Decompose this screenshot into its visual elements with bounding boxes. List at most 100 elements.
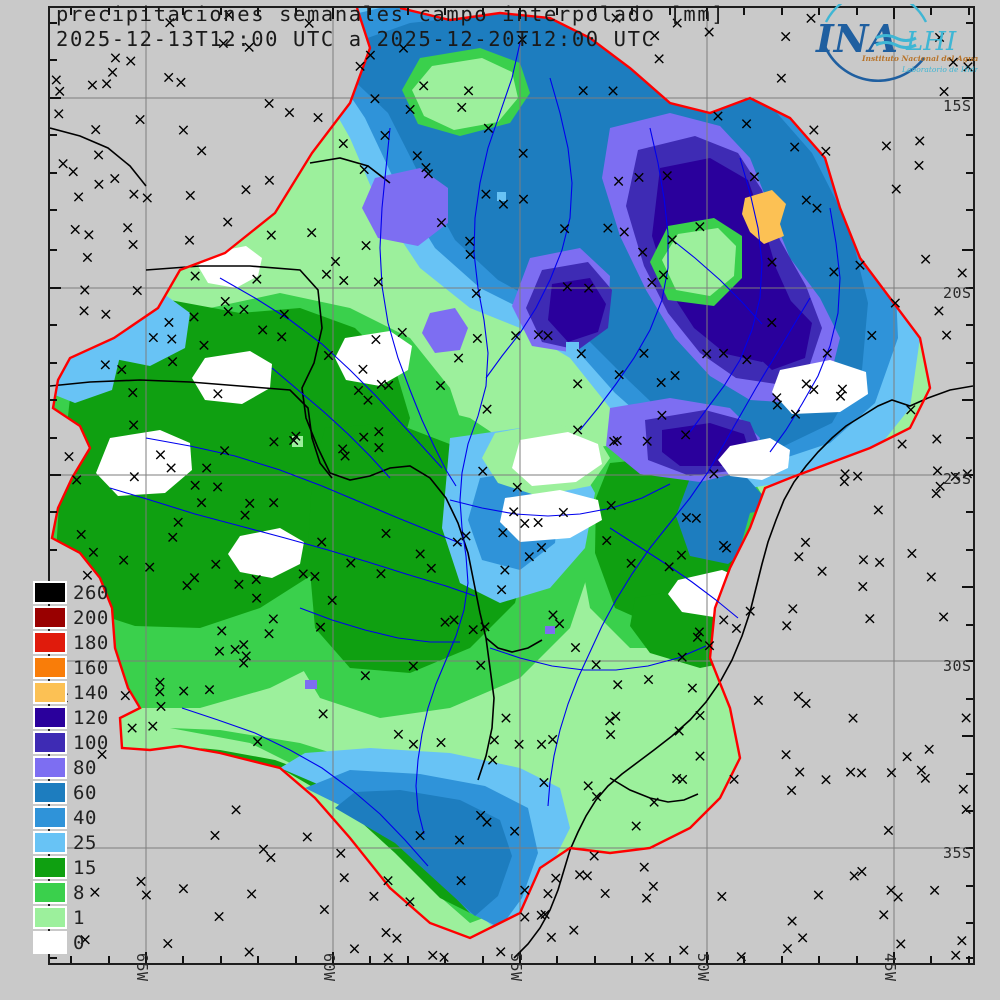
station-marker-icon xyxy=(709,469,719,479)
station-marker-icon xyxy=(126,56,136,66)
legend-row: 25 xyxy=(33,830,119,855)
station-marker-icon xyxy=(600,888,610,899)
station-marker-icon xyxy=(184,235,195,245)
station-marker-icon xyxy=(84,230,94,240)
station-marker-icon xyxy=(201,463,212,473)
station-marker-icon xyxy=(674,726,684,736)
station-marker-icon xyxy=(349,944,360,954)
station-marker-icon xyxy=(82,252,93,263)
station-marker-icon xyxy=(533,330,544,340)
station-marker-icon xyxy=(398,43,409,53)
station-marker-icon xyxy=(127,723,137,733)
station-marker-icon xyxy=(614,370,624,380)
station-marker-icon xyxy=(729,774,739,785)
station-marker-icon xyxy=(583,283,594,293)
station-marker-icon xyxy=(518,194,529,204)
station-marker-icon xyxy=(613,176,624,186)
station-marker-icon xyxy=(480,622,490,632)
station-marker-icon xyxy=(251,574,261,585)
station-marker-icon xyxy=(97,749,107,760)
legend-swatch xyxy=(33,806,67,829)
legend-row: 260 xyxy=(33,580,119,605)
station-marker-icon xyxy=(428,950,438,961)
station-marker-icon xyxy=(472,333,483,344)
station-marker-icon xyxy=(920,773,931,783)
station-marker-icon xyxy=(500,565,510,575)
station-marker-icon xyxy=(482,817,492,827)
legend-row: 160 xyxy=(33,655,119,680)
station-marker-icon xyxy=(190,480,200,491)
station-marker-icon xyxy=(934,32,945,43)
station-marker-icon xyxy=(695,751,705,761)
station-marker-icon xyxy=(258,844,269,854)
legend-row: 180 xyxy=(33,630,119,655)
station-marker-icon xyxy=(517,34,527,45)
logo-subtitle-2: Laboratorio de Hidrologia xyxy=(901,65,978,74)
station-marker-icon xyxy=(704,27,714,37)
station-marker-icon xyxy=(654,54,664,64)
station-marker-icon xyxy=(118,555,129,565)
station-marker-icon xyxy=(702,349,712,359)
station-marker-icon xyxy=(536,910,546,920)
lon-label-60w: 60W xyxy=(320,953,338,982)
station-marker-icon xyxy=(279,309,289,320)
station-marker-icon xyxy=(214,646,225,656)
legend-label: 80 xyxy=(73,756,97,779)
station-marker-icon xyxy=(155,687,165,697)
station-marker-icon xyxy=(54,109,64,119)
station-marker-icon xyxy=(117,364,127,375)
station-marker-icon xyxy=(252,736,263,747)
station-marker-icon xyxy=(626,558,636,569)
station-marker-icon xyxy=(772,400,783,410)
station-marker-icon xyxy=(487,755,498,765)
station-marker-icon xyxy=(512,482,523,493)
station-marker-icon xyxy=(128,239,138,250)
station-marker-icon xyxy=(338,138,349,149)
station-marker-icon xyxy=(454,835,465,845)
station-marker-icon xyxy=(781,749,791,760)
station-marker-icon xyxy=(264,98,274,109)
station-marker-icon xyxy=(569,925,579,935)
legend-label: 0 xyxy=(73,931,85,954)
station-marker-icon xyxy=(132,285,142,296)
station-marker-icon xyxy=(915,136,925,146)
station-marker-icon xyxy=(465,249,475,260)
station-marker-icon xyxy=(355,61,365,71)
station-marker-icon xyxy=(264,175,275,186)
station-marker-icon xyxy=(129,472,140,482)
legend-swatch xyxy=(33,631,67,654)
legend-label: 140 xyxy=(73,681,109,704)
station-marker-icon xyxy=(80,935,90,945)
station-marker-icon xyxy=(776,73,787,83)
station-marker-icon xyxy=(156,701,166,712)
station-marker-icon xyxy=(55,86,65,97)
station-marker-icon xyxy=(359,432,369,442)
station-marker-icon xyxy=(214,911,224,922)
station-marker-icon xyxy=(631,821,641,831)
station-marker-icon xyxy=(135,114,145,125)
station-marker-icon xyxy=(64,451,74,462)
station-marker-icon xyxy=(676,550,687,560)
station-marker-icon xyxy=(772,393,782,403)
station-marker-icon xyxy=(518,148,528,159)
station-marker-icon xyxy=(881,141,892,151)
station-marker-icon xyxy=(179,686,189,696)
station-marker-icon xyxy=(677,652,687,662)
station-marker-icon xyxy=(745,606,755,616)
station-marker-icon xyxy=(957,268,967,278)
legend-swatch xyxy=(33,756,67,779)
station-marker-icon xyxy=(605,716,615,726)
station-marker-icon xyxy=(313,112,323,123)
station-marker-icon xyxy=(361,240,371,251)
station-marker-icon xyxy=(867,330,877,341)
station-marker-icon xyxy=(339,275,349,286)
station-marker-icon xyxy=(809,125,819,135)
station-marker-icon xyxy=(189,573,200,583)
station-marker-icon xyxy=(148,332,159,343)
station-marker-icon xyxy=(667,235,677,245)
station-marker-icon xyxy=(539,777,549,788)
station-marker-icon xyxy=(374,442,384,453)
station-marker-icon xyxy=(353,385,364,396)
station-marker-icon xyxy=(821,775,831,785)
station-marker-icon xyxy=(73,192,84,202)
